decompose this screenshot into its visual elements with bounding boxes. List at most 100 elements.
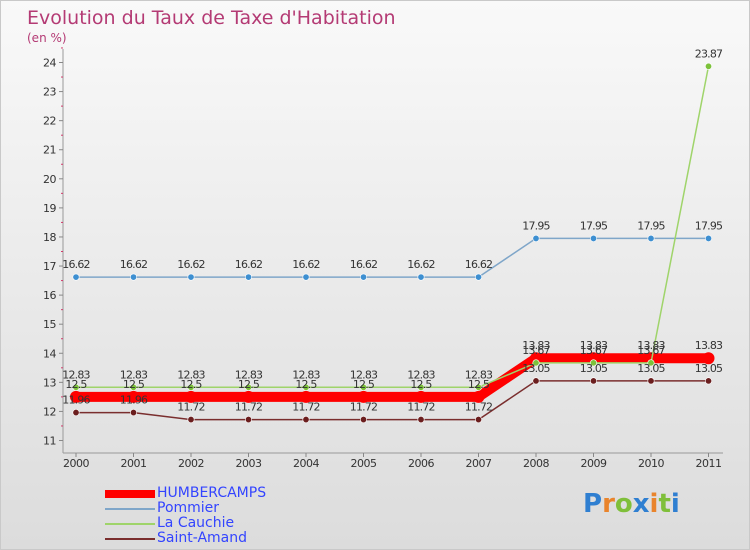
data-label-la-cauchie: 12.83 xyxy=(465,368,493,381)
data-point-pommier xyxy=(302,273,310,281)
data-point-la-cauchie xyxy=(417,383,425,391)
y-tick-label: 21 xyxy=(43,144,56,157)
y-tick-label: 15 xyxy=(43,318,56,331)
y-tick-label: 19 xyxy=(43,202,56,215)
logo-letter: o xyxy=(614,489,633,519)
data-point-saint-amand xyxy=(245,416,253,424)
data-point-saint-amand xyxy=(187,416,195,424)
data-label-pommier: 16.62 xyxy=(120,258,148,271)
logo-letter: i xyxy=(649,489,659,519)
data-label-la-cauchie: 23.87 xyxy=(695,47,723,60)
data-label-humbercamps: 13.83 xyxy=(580,339,608,352)
data-point-humbercamps xyxy=(415,390,427,403)
data-label-pommier: 17.95 xyxy=(522,219,550,232)
data-label-pommier: 17.95 xyxy=(695,219,723,232)
data-point-saint-amand xyxy=(589,377,597,385)
series-line-la-cauchie xyxy=(76,66,710,389)
data-point-pommier xyxy=(187,273,195,281)
data-point-saint-amand xyxy=(72,409,80,417)
data-label-humbercamps: 13.83 xyxy=(522,339,550,352)
legend-swatch-humbercamps xyxy=(105,490,155,498)
data-point-humbercamps xyxy=(242,390,255,403)
data-point-saint-amand xyxy=(130,409,138,417)
data-label-pommier: 16.62 xyxy=(292,258,320,271)
data-point-humbercamps xyxy=(185,390,197,403)
x-tick-label: 2002 xyxy=(178,457,204,470)
data-label-la-cauchie: 12.83 xyxy=(350,368,378,381)
data-label-la-cauchie: 13.67 xyxy=(522,344,550,357)
data-point-la-cauchie xyxy=(589,359,597,367)
data-point-humbercamps xyxy=(127,390,140,403)
data-label-saint-amand: 11.96 xyxy=(62,394,90,407)
y-tick-label: 12 xyxy=(43,405,56,418)
data-labels: 12.5 12.5 12.5 12.5 12.5 12.5 12.5 12.513.83 13.… xyxy=(62,47,724,414)
data-point-la-cauchie xyxy=(302,383,310,391)
y-tick-label: 17 xyxy=(43,260,56,273)
data-label-saint-amand: 11.96 xyxy=(120,394,148,407)
data-point-humbercamps xyxy=(472,390,485,403)
data-point-pommier xyxy=(359,273,367,281)
data-label-la-cauchie: 12.83 xyxy=(407,368,435,381)
data-point-la-cauchie xyxy=(187,383,195,391)
legend-swatch-pommier xyxy=(105,508,155,510)
x-tick-label: 2001 xyxy=(121,457,147,470)
data-label-humbercamps: 12.5 xyxy=(353,378,375,391)
x-tick-label: 2005 xyxy=(351,457,377,470)
legend-label-humbercamps: HUMBERCAMPS xyxy=(157,485,267,501)
x-tick-label: 2010 xyxy=(638,457,664,470)
data-label-saint-amand: 11.72 xyxy=(407,401,435,414)
data-point-saint-amand xyxy=(704,377,712,385)
legend-label-pommier: Pommier xyxy=(157,500,220,516)
data-point-humbercamps xyxy=(70,390,82,403)
logo-letter: i xyxy=(670,489,680,519)
data-point-la-cauchie xyxy=(72,383,80,391)
data-label-saint-amand: 13.05 xyxy=(637,362,665,375)
data-point-humbercamps xyxy=(357,390,370,403)
data-label-humbercamps: 13.83 xyxy=(695,339,723,352)
data-point-pommier xyxy=(474,273,482,281)
data-label-pommier: 16.62 xyxy=(62,258,90,271)
data-label-la-cauchie: 12.83 xyxy=(120,368,148,381)
data-point-la-cauchie xyxy=(130,383,138,391)
legend-swatch-la-cauchie xyxy=(105,523,155,525)
data-point-la-cauchie xyxy=(245,383,253,391)
data-label-la-cauchie: 13.67 xyxy=(580,344,608,357)
data-label-humbercamps: 12.5 xyxy=(295,378,317,391)
y-tick-label: 23 xyxy=(43,86,56,99)
data-label-humbercamps: 12.5 xyxy=(238,378,260,391)
series-lines xyxy=(70,62,715,424)
data-label-saint-amand: 13.05 xyxy=(580,362,608,375)
data-point-pommier xyxy=(647,234,655,242)
proxiti-logo: Proxiti xyxy=(583,489,680,519)
y-tick-label: 16 xyxy=(43,289,56,302)
data-point-la-cauchie xyxy=(647,359,655,367)
series-line-humbercamps xyxy=(71,353,714,402)
logo-letter: r xyxy=(602,489,615,519)
data-label-pommier: 16.62 xyxy=(407,258,435,271)
data-label-saint-amand: 11.72 xyxy=(465,401,493,414)
data-label-humbercamps: 12.5 xyxy=(410,378,432,391)
y-tick-label: 13 xyxy=(43,376,56,389)
data-label-pommier: 16.62 xyxy=(465,258,493,271)
x-tick-label: 2004 xyxy=(293,457,319,470)
data-label-humbercamps: 12.5 xyxy=(65,378,87,391)
unit-label: (en %) xyxy=(27,31,67,45)
data-label-pommier: 16.62 xyxy=(177,258,205,271)
data-point-humbercamps xyxy=(702,352,715,365)
legend-swatch-saint-amand xyxy=(105,538,155,540)
y-tick-label: 14 xyxy=(43,347,56,360)
data-label-pommier: 16.62 xyxy=(350,258,378,271)
data-point-pommier xyxy=(532,234,540,242)
logo-letter: x xyxy=(632,489,650,519)
series-line-saint-amand xyxy=(76,380,709,421)
data-point-pommier xyxy=(245,273,253,281)
x-tick-label: 2006 xyxy=(408,457,434,470)
data-label-pommier: 17.95 xyxy=(580,219,608,232)
data-label-saint-amand: 13.05 xyxy=(522,362,550,375)
x-tick-label: 2011 xyxy=(696,457,722,470)
data-label-la-cauchie: 12.83 xyxy=(235,368,263,381)
legend-label-la-cauchie: La Cauchie xyxy=(157,515,235,531)
legend-label-saint-amand: Saint-Amand xyxy=(157,530,248,546)
x-tick-label: 2009 xyxy=(581,457,607,470)
